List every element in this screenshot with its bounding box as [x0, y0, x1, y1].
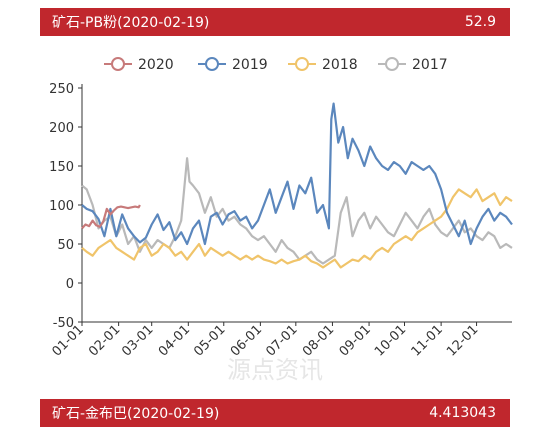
legend-marker-2018 — [295, 57, 309, 71]
series-line-2018 — [81, 188, 513, 269]
x-tick-label: 02-01 — [86, 322, 123, 359]
y-tick-label: 50 — [57, 238, 74, 253]
y-tick-label: 200 — [49, 121, 74, 136]
legend-marker-2017 — [385, 57, 399, 71]
watermark-text: 源点资讯 — [227, 356, 323, 384]
x-tick-label: 12-01 — [444, 322, 481, 359]
bottom-bar-value: 4.413043 — [429, 405, 496, 421]
top-bar-value: 52.9 — [464, 14, 496, 30]
top-bar-title: 矿石-PB粉(2020-02-19) — [52, 15, 210, 31]
x-tick-label: 06-01 — [228, 322, 265, 359]
legend-label-2020: 2020 — [138, 57, 174, 73]
y-tick-label: -50 — [53, 316, 74, 331]
x-tick-label: 09-01 — [337, 322, 374, 359]
series-line-2019 — [81, 102, 513, 246]
legend-label-2018: 2018 — [322, 57, 358, 73]
legend-marker-2020 — [111, 57, 125, 71]
x-tick-label: 08-01 — [300, 322, 337, 359]
x-tick-label: 07-01 — [263, 322, 300, 359]
x-tick-label: 11-01 — [409, 322, 446, 359]
legend-marker-2019 — [205, 57, 219, 71]
series-line-2020 — [81, 204, 141, 230]
y-tick-label: 250 — [49, 82, 74, 97]
x-tick-label: 03-01 — [119, 322, 156, 359]
bottom-title-bar: 矿石-金布巴(2020-02-19) 4.413043 — [40, 399, 510, 427]
y-tick-label: 100 — [49, 199, 74, 214]
top-title-bar: 矿石-PB粉(2020-02-19) 52.9 — [40, 8, 510, 36]
legend-label-2017: 2017 — [412, 57, 448, 73]
y-tick-label: 150 — [49, 160, 74, 175]
series-line-2017 — [81, 157, 513, 265]
y-tick-label: 0 — [66, 277, 74, 292]
legend-label-2019: 2019 — [232, 57, 268, 73]
x-tick-label: 05-01 — [191, 322, 228, 359]
bottom-bar-title: 矿石-金布巴(2020-02-19) — [52, 406, 220, 422]
x-tick-label: 10-01 — [372, 322, 409, 359]
x-tick-label: 04-01 — [156, 322, 193, 359]
